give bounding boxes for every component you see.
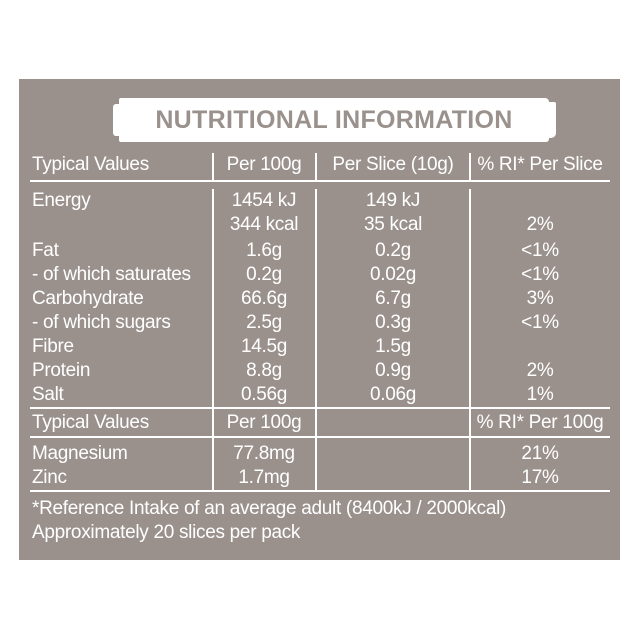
cell-ri: <1%: [521, 240, 559, 261]
col-divider: [469, 407, 471, 491]
cell-per-100g: 1.6g: [246, 240, 282, 261]
header-per-100g: Per 100g: [226, 154, 302, 175]
cell2-per-100g: 1.7mg: [238, 467, 290, 488]
table-bottom-divider: [30, 490, 610, 492]
cell-label: - of which saturates: [32, 264, 191, 285]
col-divider: [469, 189, 471, 408]
cell-per-slice: 0.9g: [375, 360, 411, 381]
cell-ri: 1%: [526, 384, 554, 405]
cell-label: Energy: [32, 190, 91, 211]
col-divider: [315, 189, 317, 408]
cell-per-slice: 0.2g: [375, 240, 411, 261]
cell-label: Carbohydrate: [32, 288, 144, 309]
header-per-slice: Per Slice (10g): [332, 154, 454, 175]
cell-ri: <1%: [521, 312, 559, 333]
cell-label: Fibre: [32, 336, 74, 357]
section-divider: [30, 407, 610, 409]
header-ri: % RI* Per Slice: [477, 154, 603, 175]
col-divider: [469, 153, 471, 181]
cell2-ri: 17%: [521, 467, 559, 488]
cell-per-100g: 2.5g: [246, 312, 282, 333]
header2-label: Typical Values: [32, 412, 149, 433]
slices-per-pack-note: Approximately 20 slices per pack: [32, 522, 301, 543]
cell-label: Protein: [32, 360, 91, 381]
col-divider: [315, 407, 317, 491]
cell-ri: 3%: [526, 288, 554, 309]
cell2-label: Zinc: [32, 467, 67, 488]
cell-label: - of which sugars: [32, 312, 171, 333]
cell-label: Salt: [32, 384, 64, 405]
panel-title: NUTRITIONAL INFORMATION: [155, 105, 513, 134]
cell-per-100g: 8.8g: [246, 360, 282, 381]
cell-per-100g: 0.56g: [240, 384, 288, 405]
title-banner: NUTRITIONAL INFORMATION: [113, 98, 556, 142]
cell-label: Fat: [32, 240, 59, 261]
reference-intake-note: *Reference Intake of an average adult (8…: [32, 498, 507, 519]
cell-per-100g: 344 kcal: [229, 214, 299, 235]
cell2-per-100g: 77.8mg: [233, 443, 295, 464]
header-label: Typical Values: [32, 154, 149, 175]
col-divider: [212, 407, 214, 491]
cell-per-100g: 1454 kJ: [231, 190, 297, 211]
header2-divider: [30, 436, 610, 438]
cell-ri: <1%: [521, 264, 559, 285]
header2-per-100g: Per 100g: [226, 412, 302, 433]
header2-ri: % RI* Per 100g: [476, 412, 604, 433]
cell-per-100g: 0.2g: [246, 264, 282, 285]
cell-per-100g: 66.6g: [240, 288, 288, 309]
cell-per-slice: 0.3g: [375, 312, 411, 333]
cell-per-slice: 35 kcal: [363, 214, 423, 235]
cell2-ri: 21%: [521, 443, 559, 464]
header-divider: [30, 180, 610, 182]
nutrition-panel: NUTRITIONAL INFORMATION Typical Values Pe…: [19, 79, 620, 560]
col-divider: [315, 153, 317, 181]
col-divider: [212, 189, 214, 408]
cell-per-slice: 6.7g: [375, 288, 411, 309]
col-divider: [212, 153, 214, 181]
cell-per-slice: 149 kJ: [365, 190, 421, 211]
cell-ri: 2%: [526, 214, 554, 235]
cell2-label: Magnesium: [32, 443, 128, 464]
cell-per-slice: 0.06g: [369, 384, 417, 405]
cell-per-slice: 0.02g: [369, 264, 417, 285]
cell-per-slice: 1.5g: [375, 336, 411, 357]
cell-ri: 2%: [526, 360, 554, 381]
cell-per-100g: 14.5g: [240, 336, 288, 357]
